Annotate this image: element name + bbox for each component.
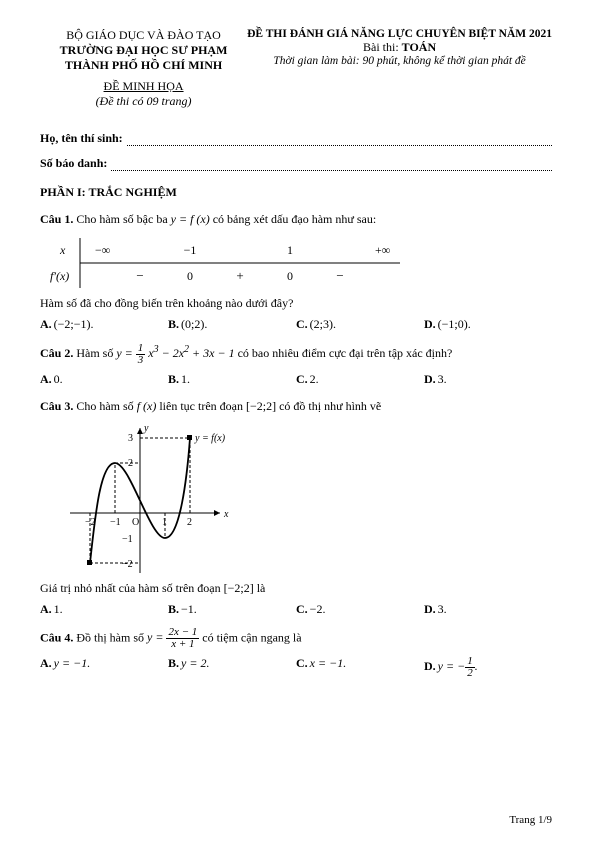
- q4-opt-a[interactable]: A.y = −1.: [40, 656, 168, 679]
- q4-text-b: có tiệm cận ngang là: [202, 630, 301, 644]
- q4-text-a: Đồ thị hàm số: [76, 630, 147, 644]
- q1-opt-a[interactable]: A.(−2;−1).: [40, 317, 168, 332]
- svg-text:−2: −2: [122, 559, 133, 570]
- ministry-line: BỘ GIÁO DỤC VÀ ĐÀO TẠO: [40, 28, 247, 43]
- sign-1: 0: [187, 269, 193, 283]
- q2-opt-c[interactable]: C.2.: [296, 372, 424, 387]
- school-line-2: THÀNH PHỐ HỒ CHÍ MINH: [40, 58, 247, 73]
- col-2: 1: [287, 243, 293, 257]
- q4-label: Câu 4.: [40, 630, 73, 644]
- question-4: Câu 4. Đồ thị hàm số y = 2x − 1x + 1 có …: [40, 627, 552, 650]
- q3-graph: x y −2 −1 O 1 2 2 3 −1 −2: [40, 423, 552, 573]
- question-3: Câu 3. Cho hàm số f (x) liên tục trên đo…: [40, 397, 552, 415]
- q2-text-b: có bao nhiêu điểm cực đại trên tập xác đ…: [238, 346, 453, 360]
- q2-options: A.0. B.1. C.2. D.3.: [40, 372, 552, 387]
- fprime-label: f′(x): [50, 269, 69, 283]
- q3-opt-a[interactable]: A.1.: [40, 602, 168, 617]
- sign-2: +: [236, 268, 243, 283]
- q2-opt-b[interactable]: B.1.: [168, 372, 296, 387]
- school-line-1: TRƯỜNG ĐẠI HỌC SƯ PHẠM: [40, 43, 247, 58]
- q3-opt-c[interactable]: C.−2.: [296, 602, 424, 617]
- q2-opt-a[interactable]: A.0.: [40, 372, 168, 387]
- q1-after: Hàm số đã cho đồng biến trên khoảng nào …: [40, 296, 552, 311]
- sign-table: x f′(x) −∞ −1 1 +∞ − 0 + 0 −: [40, 238, 552, 288]
- svg-text:x: x: [223, 509, 229, 520]
- svg-text:O: O: [132, 517, 139, 528]
- svg-text:2: 2: [187, 517, 192, 528]
- name-input-line[interactable]: [127, 134, 552, 146]
- q1-text-b: có bảng xét dấu đạo hàm như sau:: [213, 212, 376, 226]
- q1-opt-b[interactable]: B.(0;2).: [168, 317, 296, 332]
- q4-formula: y = 2x − 1x + 1: [147, 630, 199, 644]
- svg-text:y: y: [143, 423, 149, 434]
- graph-svg: x y −2 −1 O 1 2 2 3 −1 −2: [40, 423, 240, 573]
- sample-block: ĐỀ MINH HỌA (Đề thi có 09 trang): [40, 79, 247, 109]
- svg-text:−1: −1: [122, 534, 133, 545]
- header: BỘ GIÁO DỤC VÀ ĐÀO TẠO TRƯỜNG ĐẠI HỌC SƯ…: [40, 28, 552, 109]
- q1-formula: y = f (x): [171, 212, 210, 226]
- sign-4: −: [336, 268, 343, 283]
- name-label: Họ, tên thí sinh:: [40, 131, 123, 146]
- sign-table-svg: x f′(x) −∞ −1 1 +∞ − 0 + 0 −: [40, 238, 400, 288]
- q1-options: A.(−2;−1). B.(0;2). C.(2;3). D.(−1;0).: [40, 317, 552, 332]
- duration: Thời gian làm bài: 90 phút, không kể thờ…: [247, 55, 552, 67]
- q4-opt-b[interactable]: B.y = 2.: [168, 656, 296, 679]
- q3-opt-b[interactable]: B.−1.: [168, 602, 296, 617]
- q3-options: A.1. B.−1. C.−2. D.3.: [40, 602, 552, 617]
- q4-options: A.y = −1. B.y = 2. C.x = −1. D.y = −12.: [40, 656, 552, 679]
- subject-line: Bài thi: TOÁN: [247, 40, 552, 55]
- q4-opt-d[interactable]: D.y = −12.: [424, 656, 552, 679]
- q1-label: Câu 1.: [40, 212, 73, 226]
- q1-opt-d[interactable]: D.(−1;0).: [424, 317, 552, 332]
- sign-3: 0: [287, 269, 293, 283]
- col-0: −∞: [95, 243, 110, 257]
- q3-text-b: liên tục trên đoạn: [159, 399, 246, 413]
- pages-note: (Đề thi có 09 trang): [40, 94, 247, 109]
- exam-page: BỘ GIÁO DỤC VÀ ĐÀO TẠO TRƯỜNG ĐẠI HỌC SƯ…: [0, 0, 592, 842]
- page-number: Trang 1/9: [509, 814, 552, 826]
- sample-label: ĐỀ MINH HỌA: [104, 79, 184, 94]
- col-3: +∞: [375, 243, 390, 257]
- name-row: Họ, tên thí sinh:: [40, 131, 552, 146]
- graph-fn-label: y = f(x): [194, 433, 226, 444]
- svg-text:3: 3: [128, 433, 133, 444]
- col-1: −1: [184, 243, 197, 257]
- id-label: Số báo danh:: [40, 156, 107, 171]
- svg-text:−1: −1: [110, 517, 121, 528]
- q2-label: Câu 2.: [40, 346, 73, 360]
- q3-fn: f (x): [137, 399, 157, 413]
- q3-opt-d[interactable]: D.3.: [424, 602, 552, 617]
- q3-text-c: có đồ thị như hình vẽ: [279, 399, 381, 413]
- sign-0: −: [136, 268, 143, 283]
- q3-interval: [−2;2]: [246, 399, 276, 413]
- question-2: Câu 2. Hàm số y = 13 x3 − 2x2 + 3x − 1 c…: [40, 342, 552, 366]
- q1-text-a: Cho hàm số bậc ba: [76, 212, 170, 226]
- id-row: Số báo danh:: [40, 156, 552, 171]
- exam-title: ĐỀ THI ĐÁNH GIÁ NĂNG LỰC CHUYÊN BIỆT NĂM…: [247, 28, 552, 40]
- subject-label: Bài thi:: [363, 40, 402, 54]
- q2-text-a: Hàm số: [76, 346, 116, 360]
- section-title: PHẦN I: TRẮC NGHIỆM: [40, 185, 552, 200]
- header-left: BỘ GIÁO DỤC VÀ ĐÀO TẠO TRƯỜNG ĐẠI HỌC SƯ…: [40, 28, 247, 109]
- x-label: x: [59, 243, 66, 257]
- header-right: ĐỀ THI ĐÁNH GIÁ NĂNG LỰC CHUYÊN BIỆT NĂM…: [247, 28, 552, 109]
- q3-text-a: Cho hàm số: [76, 399, 136, 413]
- subject: TOÁN: [402, 40, 436, 54]
- q3-label: Câu 3.: [40, 399, 73, 413]
- q2-formula: y = 13 x3 − 2x2 + 3x − 1: [116, 346, 234, 360]
- id-input-line[interactable]: [111, 159, 552, 171]
- q4-opt-c[interactable]: C.x = −1.: [296, 656, 424, 679]
- q2-opt-d[interactable]: D.3.: [424, 372, 552, 387]
- question-1: Câu 1. Cho hàm số bậc ba y = f (x) có bả…: [40, 210, 552, 228]
- q1-opt-c[interactable]: C.(2;3).: [296, 317, 424, 332]
- q3-after: Giá trị nhỏ nhất của hàm số trên đoạn [−…: [40, 581, 552, 596]
